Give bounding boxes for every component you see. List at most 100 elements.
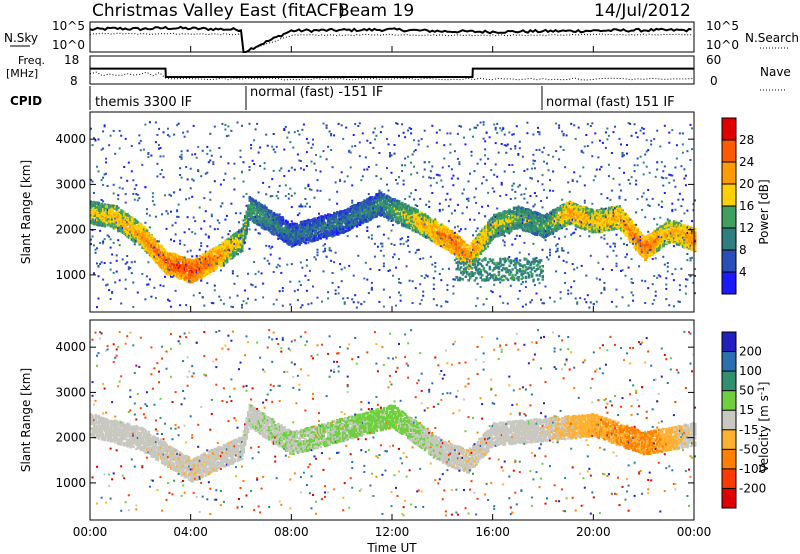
power-cell <box>254 208 258 212</box>
power-cell <box>97 201 100 205</box>
power-cell <box>218 295 221 298</box>
power-cell <box>171 253 174 256</box>
power-cell <box>358 141 361 144</box>
power-cell <box>170 260 173 263</box>
power-cell <box>301 128 304 131</box>
power-cell <box>111 207 114 211</box>
power-cell <box>136 241 140 244</box>
power-cell <box>96 202 99 205</box>
power-cell <box>281 287 284 289</box>
power-cell <box>372 210 375 213</box>
power-cell <box>340 227 344 231</box>
power-cell <box>248 247 251 250</box>
power-cell <box>372 131 375 134</box>
power-cell <box>188 228 191 231</box>
power-cell <box>225 214 228 217</box>
power-cell <box>198 258 201 261</box>
power-cell <box>114 152 117 155</box>
power-cell <box>179 264 182 268</box>
power-cell <box>97 203 100 206</box>
power-cell <box>348 224 351 227</box>
power-cell <box>129 231 132 234</box>
power-cell <box>230 129 233 132</box>
power-cell <box>293 192 296 195</box>
power-cell <box>121 187 124 190</box>
power-cell <box>109 261 112 264</box>
power-cell <box>203 265 206 269</box>
power-cell <box>215 249 218 253</box>
power-cell <box>168 270 171 273</box>
power-cell <box>277 229 280 233</box>
power-cell <box>305 219 309 223</box>
power-cell <box>247 214 250 218</box>
power-cell <box>352 213 356 217</box>
power-cell <box>319 229 322 233</box>
power-cell <box>115 254 118 257</box>
power-cell <box>198 273 202 276</box>
power-cell <box>378 225 381 228</box>
power-cell <box>358 155 361 158</box>
power-cell <box>351 145 354 148</box>
power-cell <box>180 156 183 159</box>
power-cell <box>126 228 129 231</box>
power-cell <box>99 221 102 224</box>
power-cell <box>339 180 342 182</box>
power-cell <box>158 250 161 254</box>
power-cell <box>222 264 225 267</box>
power-cell <box>260 209 264 212</box>
power-cell <box>336 223 339 226</box>
power-cell <box>272 217 276 220</box>
power-cell <box>191 255 194 258</box>
power-cell <box>272 169 275 172</box>
power-cell <box>141 273 144 275</box>
power-cell <box>151 246 155 249</box>
power-cell <box>118 186 121 189</box>
power-cell <box>286 223 289 227</box>
power-cell <box>254 203 258 207</box>
power-cell <box>272 303 275 306</box>
power-cell <box>191 265 194 268</box>
power-cell <box>156 162 159 165</box>
power-cell <box>304 274 307 277</box>
power-cell <box>203 220 206 223</box>
power-cell <box>357 223 360 226</box>
power-cell <box>287 238 291 241</box>
power-cell <box>204 251 208 255</box>
power-cell <box>319 237 322 240</box>
power-cell <box>330 223 333 227</box>
power-cell <box>283 129 286 131</box>
power-cell <box>325 124 328 127</box>
power-cell <box>224 128 227 131</box>
power-cell <box>224 249 227 252</box>
power-cell <box>221 255 224 258</box>
power-cell <box>378 192 381 195</box>
power-cell <box>126 179 129 182</box>
power-cell <box>313 196 316 199</box>
power-cell <box>124 219 128 222</box>
power-cell <box>239 245 242 249</box>
power-cell <box>333 229 336 232</box>
power-cell <box>321 220 323 223</box>
power-cell <box>302 168 305 171</box>
power-cell <box>272 271 275 273</box>
power-cell <box>154 297 157 300</box>
power-cell <box>375 193 378 196</box>
power-cell <box>342 137 345 140</box>
power-cell <box>118 217 122 221</box>
power-cell <box>244 289 246 292</box>
power-cell <box>179 188 182 191</box>
power-cell <box>298 225 301 228</box>
power-cell <box>244 241 246 244</box>
power-cell <box>159 255 162 259</box>
power-cell <box>183 275 187 278</box>
power-cell <box>278 265 281 268</box>
power-cell <box>296 237 300 241</box>
power-cell <box>186 149 189 152</box>
power-cell <box>360 214 363 217</box>
power-cell <box>330 133 333 135</box>
cpid-segment-1: themis 3300 IF <box>95 95 192 110</box>
power-cell <box>250 147 253 150</box>
power-cell <box>322 122 325 125</box>
power-cell <box>299 239 303 243</box>
power-cell <box>319 234 322 238</box>
